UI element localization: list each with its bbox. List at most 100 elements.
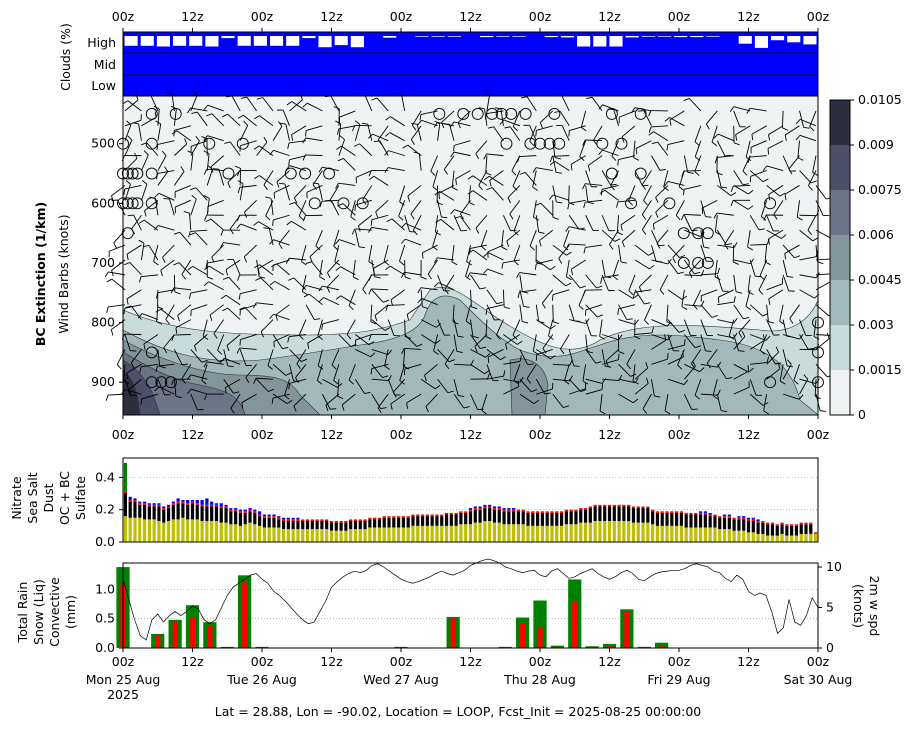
wind-barb-flag (384, 150, 389, 156)
wind-barb-flag (826, 332, 830, 339)
calm-circle (615, 137, 628, 150)
wind-barb (322, 319, 339, 325)
wind-barb (582, 364, 587, 382)
wind-barb-flag (368, 175, 375, 181)
contour-ylabel: BC Extinction (1/km) (33, 202, 48, 346)
wind-barb (677, 349, 685, 366)
wind-barb (406, 393, 422, 404)
wind-barb-flag (496, 301, 503, 305)
wind-barb-flag (620, 261, 627, 264)
species-bar-oc-bc (171, 504, 175, 520)
wind-barb-flag (243, 256, 247, 263)
species-bar-dust (746, 519, 751, 521)
wind-barb-flag (123, 308, 126, 315)
species-bar-dust (454, 512, 458, 515)
wind-barb (541, 289, 554, 304)
species-bar-sea-salt (138, 501, 142, 504)
wind-barb (799, 378, 817, 384)
wind-barb-flag (678, 329, 685, 333)
wind-barb (651, 244, 657, 262)
wind-barb (799, 274, 817, 279)
species-bar-dust (756, 521, 760, 523)
calm-circle (284, 167, 297, 180)
species-bar-dust (397, 516, 401, 518)
wind-barb (700, 273, 718, 276)
wind-barb (779, 304, 784, 322)
species-bar-sea-salt (742, 516, 746, 518)
wind-barb (618, 289, 634, 299)
wind-barb (130, 349, 142, 364)
wind-barb-flag (681, 170, 685, 177)
wind-barb-flag (348, 305, 354, 310)
wind-barb (807, 215, 817, 231)
species-bar-sulfate (540, 525, 544, 542)
wind-barb-flag (605, 365, 612, 368)
wind-barb (420, 334, 436, 345)
wind-barb-flag (693, 304, 698, 310)
colorbar-band (830, 190, 850, 235)
wind-barb (181, 364, 192, 380)
wind-barb (130, 305, 142, 320)
species-bar-sulfate (325, 529, 329, 542)
wind-barb (410, 125, 422, 140)
convective-bar (450, 617, 456, 648)
wind-barb-flag (809, 126, 815, 132)
species-bar-oc-bc (267, 517, 271, 528)
wind-barb (169, 198, 175, 216)
wind-barb (568, 185, 570, 203)
wind-barb (399, 244, 406, 262)
species-bar-dust (277, 517, 281, 520)
wind-barb (177, 304, 192, 316)
wind-barb-flag (565, 282, 572, 287)
wind-barb-flag (417, 287, 422, 294)
wind-barb (519, 289, 524, 307)
wind-barb-flag (610, 185, 615, 191)
species-bar-sulfate (775, 535, 779, 542)
wind-barb-flag (443, 169, 448, 175)
wind-barb (669, 117, 685, 127)
y-tick-label: 500 (91, 136, 115, 151)
species-bar-sulfate (358, 529, 362, 542)
wind-barb (667, 259, 679, 274)
species-bar-dust (325, 519, 329, 521)
wind-barb-flag (234, 165, 241, 169)
wind-barb-flag (317, 365, 324, 370)
wind-barb (489, 170, 504, 181)
species-bar-dust (401, 516, 405, 518)
species-bar-oc-bc (444, 514, 449, 526)
wind-barb (260, 319, 274, 333)
high-cloud-gap (674, 36, 688, 38)
wind-barb (141, 313, 159, 321)
wind-barb (716, 394, 722, 411)
bc-extinction-panel: BC Extinction (1/km) Wind Barbs (knots) … (33, 90, 836, 442)
wind-barb-flag (334, 261, 340, 266)
high-cloud-gap (577, 36, 591, 47)
species-bar-oc-bc (780, 524, 784, 534)
wind-barb-flag (779, 192, 786, 197)
wind-barb (326, 274, 340, 288)
wind-barb-flag (219, 358, 225, 364)
x-tick-label: 12z (598, 427, 621, 442)
species-bar-sulfate (627, 521, 631, 542)
wind-barb-flag (651, 141, 658, 145)
high-cloud-gap (205, 36, 219, 47)
wind-barb-flag (705, 350, 712, 352)
wind-barb (334, 244, 340, 262)
x-tick-label: 00z (529, 654, 552, 669)
wind-barb (211, 113, 225, 127)
species-bar-oc-bc (411, 516, 415, 526)
wind-barb-flag (747, 205, 754, 210)
species-bar-dust (473, 508, 477, 510)
species-bar-dust (536, 511, 540, 513)
species-frame (122, 457, 819, 543)
wind-barb (609, 229, 619, 245)
wind-barb-flag (410, 139, 415, 145)
species-bar-sulfate (526, 525, 530, 542)
wind-barb-flag (126, 372, 129, 379)
wind-barb-flag (177, 315, 180, 322)
calm-circle (145, 346, 158, 359)
wind-barb-flag (111, 199, 118, 201)
wind-barb (684, 334, 696, 348)
wind-barb (585, 244, 603, 248)
wind-barb (329, 185, 340, 201)
